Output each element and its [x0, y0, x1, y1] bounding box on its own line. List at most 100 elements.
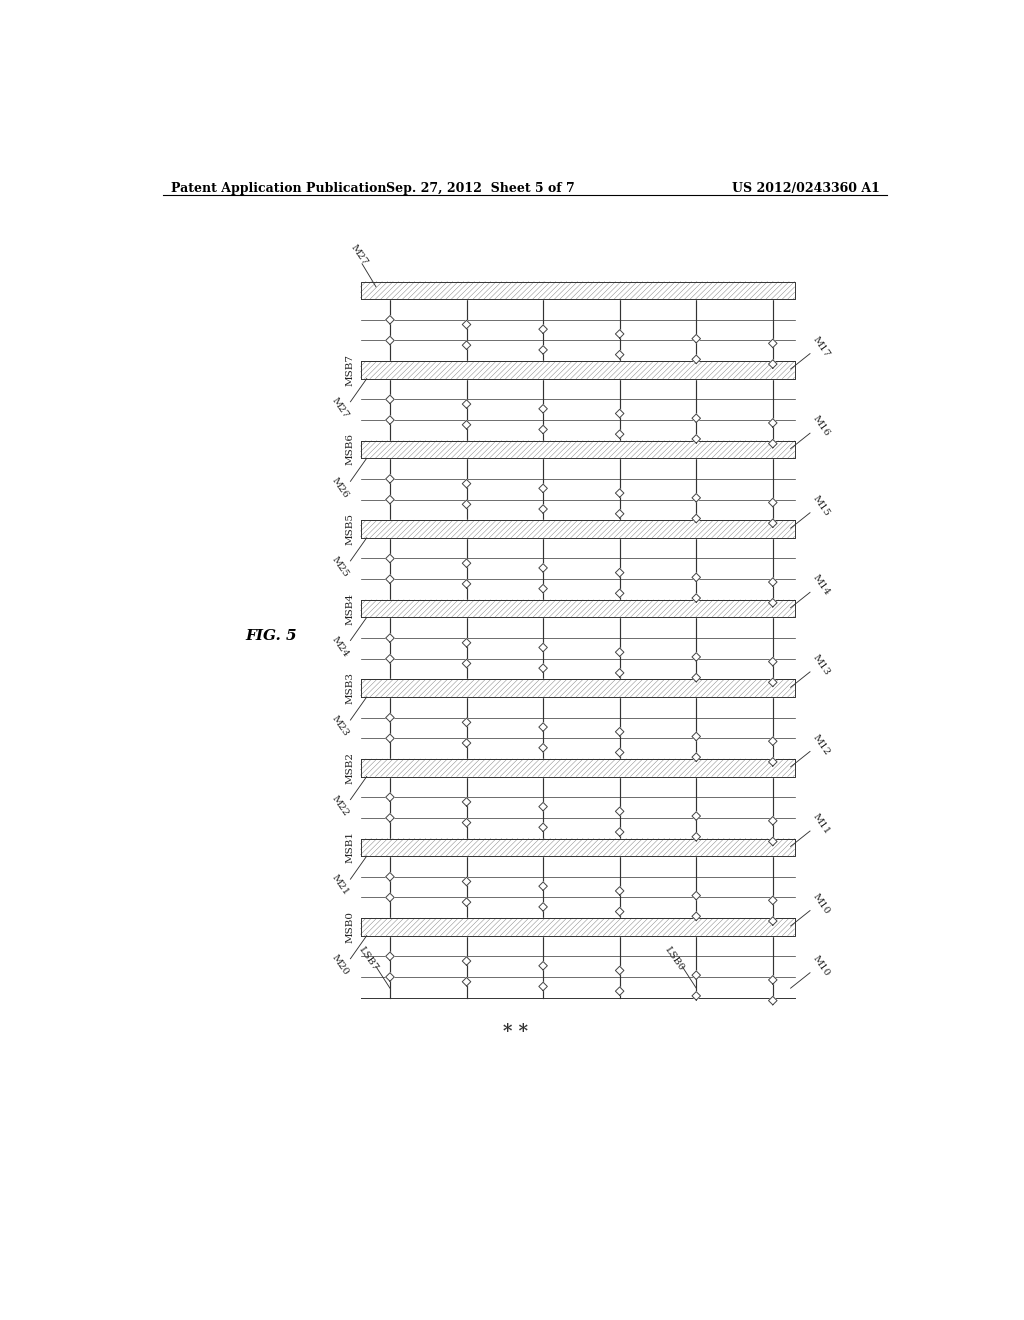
- Polygon shape: [386, 713, 394, 722]
- Polygon shape: [386, 952, 394, 961]
- Polygon shape: [769, 418, 777, 428]
- Polygon shape: [615, 828, 624, 837]
- Polygon shape: [769, 657, 777, 665]
- Polygon shape: [462, 479, 471, 488]
- Polygon shape: [462, 579, 471, 589]
- Polygon shape: [615, 510, 624, 517]
- Polygon shape: [539, 982, 548, 991]
- Polygon shape: [462, 500, 471, 508]
- Polygon shape: [692, 673, 700, 682]
- Polygon shape: [615, 569, 624, 577]
- Polygon shape: [386, 873, 394, 880]
- Text: M21: M21: [330, 874, 350, 898]
- Text: MSB0: MSB0: [345, 911, 354, 942]
- Polygon shape: [769, 598, 777, 607]
- Polygon shape: [539, 723, 548, 731]
- Polygon shape: [692, 912, 700, 920]
- Polygon shape: [462, 321, 471, 329]
- Polygon shape: [462, 639, 471, 647]
- Polygon shape: [615, 966, 624, 974]
- Text: M25: M25: [330, 556, 350, 579]
- Text: M27: M27: [330, 396, 350, 420]
- Polygon shape: [692, 434, 700, 444]
- Polygon shape: [615, 330, 624, 338]
- Polygon shape: [539, 961, 548, 970]
- Polygon shape: [539, 882, 548, 891]
- Polygon shape: [386, 576, 394, 583]
- Polygon shape: [769, 360, 777, 368]
- Polygon shape: [539, 664, 548, 672]
- Polygon shape: [360, 520, 795, 537]
- Polygon shape: [615, 648, 624, 656]
- Text: M12: M12: [811, 733, 831, 756]
- Text: MSB7: MSB7: [345, 354, 354, 385]
- Polygon shape: [386, 475, 394, 483]
- Polygon shape: [615, 907, 624, 916]
- Polygon shape: [769, 917, 777, 925]
- Text: M24: M24: [330, 635, 350, 659]
- Polygon shape: [539, 425, 548, 434]
- Polygon shape: [692, 334, 700, 343]
- Polygon shape: [386, 634, 394, 643]
- Polygon shape: [539, 346, 548, 354]
- Polygon shape: [692, 652, 700, 661]
- Text: M16: M16: [811, 414, 831, 438]
- Polygon shape: [769, 519, 777, 528]
- Polygon shape: [692, 494, 700, 502]
- Polygon shape: [539, 585, 548, 593]
- Polygon shape: [769, 758, 777, 766]
- Polygon shape: [462, 978, 471, 986]
- Text: MSB6: MSB6: [345, 433, 354, 466]
- Polygon shape: [360, 441, 795, 458]
- Polygon shape: [769, 678, 777, 686]
- Polygon shape: [692, 573, 700, 582]
- Text: M13: M13: [811, 653, 831, 677]
- Polygon shape: [539, 484, 548, 492]
- Text: Patent Application Publication: Patent Application Publication: [171, 182, 386, 194]
- Polygon shape: [539, 903, 548, 911]
- Polygon shape: [462, 400, 471, 408]
- Text: MSB4: MSB4: [345, 593, 354, 624]
- Polygon shape: [360, 362, 795, 379]
- Polygon shape: [386, 395, 394, 404]
- Text: M14: M14: [810, 573, 831, 598]
- Polygon shape: [386, 416, 394, 424]
- Polygon shape: [615, 727, 624, 737]
- Text: M26: M26: [330, 475, 350, 499]
- Polygon shape: [539, 743, 548, 752]
- Text: M17: M17: [811, 335, 831, 359]
- Text: MSB3: MSB3: [345, 672, 354, 704]
- Polygon shape: [615, 748, 624, 756]
- Text: MSB2: MSB2: [345, 752, 354, 784]
- Text: M23: M23: [330, 714, 350, 738]
- Polygon shape: [539, 404, 548, 413]
- Text: M20: M20: [330, 953, 350, 977]
- Text: FIG. 5: FIG. 5: [246, 628, 297, 643]
- Polygon shape: [360, 838, 795, 857]
- Polygon shape: [692, 414, 700, 422]
- Polygon shape: [360, 680, 795, 697]
- Polygon shape: [692, 515, 700, 523]
- Polygon shape: [692, 833, 700, 841]
- Polygon shape: [692, 594, 700, 602]
- Text: Sep. 27, 2012  Sheet 5 of 7: Sep. 27, 2012 Sheet 5 of 7: [386, 182, 575, 194]
- Polygon shape: [769, 896, 777, 904]
- Polygon shape: [386, 337, 394, 345]
- Polygon shape: [462, 818, 471, 826]
- Polygon shape: [462, 797, 471, 807]
- Polygon shape: [386, 793, 394, 801]
- Polygon shape: [692, 752, 700, 762]
- Polygon shape: [692, 355, 700, 363]
- Text: * *: * *: [503, 1023, 528, 1041]
- Polygon shape: [769, 997, 777, 1005]
- Polygon shape: [386, 554, 394, 562]
- Polygon shape: [386, 813, 394, 822]
- Polygon shape: [769, 817, 777, 825]
- Text: M22: M22: [330, 793, 350, 818]
- Polygon shape: [615, 807, 624, 816]
- Polygon shape: [462, 957, 471, 965]
- Polygon shape: [360, 599, 795, 618]
- Polygon shape: [462, 878, 471, 886]
- Polygon shape: [615, 669, 624, 677]
- Polygon shape: [386, 655, 394, 663]
